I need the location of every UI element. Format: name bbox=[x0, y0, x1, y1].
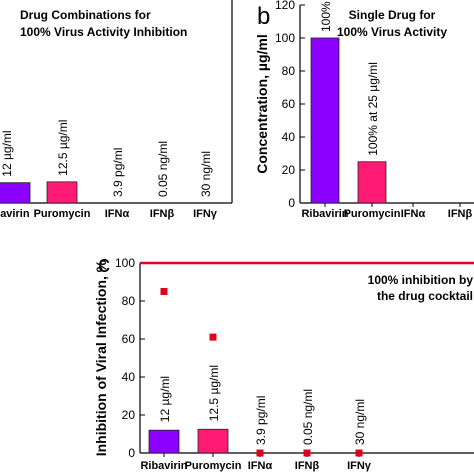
bar-label: 30 ng/ml bbox=[199, 151, 213, 197]
y-tick-label: 120 bbox=[275, 0, 295, 12]
category-label: IFNα bbox=[105, 208, 130, 220]
bar bbox=[148, 429, 180, 454]
data-marker bbox=[303, 449, 311, 457]
y-tick-label: 0 bbox=[128, 446, 135, 460]
panel-letter: c bbox=[98, 251, 110, 278]
category-label: IFNα bbox=[401, 208, 426, 220]
category-label: Puromycin bbox=[34, 208, 91, 220]
data-marker bbox=[209, 333, 217, 341]
bar-label: 30 ng/ml bbox=[353, 399, 367, 445]
annotation-line: Drug Combinations for bbox=[20, 8, 151, 22]
y-axis-title: Inhibition of Viral Infection, % bbox=[93, 259, 109, 456]
y-tick-label: 40 bbox=[282, 130, 296, 144]
category-label: IFNα bbox=[248, 460, 273, 472]
y-tick-label: 60 bbox=[122, 332, 136, 346]
annotation-line: 100% Virus Activity Inhibition bbox=[20, 25, 187, 39]
bar-label: 3.9 pg/ml bbox=[111, 148, 125, 197]
bar-label: 100% at 25 µg/ml bbox=[366, 62, 380, 156]
category-label: Ribavirin bbox=[0, 208, 30, 220]
annotation-line: 100% inhibition by bbox=[368, 273, 474, 287]
bar-label: 12.5 µg/ml bbox=[56, 120, 70, 176]
y-axis-title: Concentration, µg/ml bbox=[254, 34, 270, 174]
bar bbox=[357, 161, 387, 204]
annotation-line: Single Drug for bbox=[349, 8, 436, 22]
bar-label: 100% at 100 µg/ml bbox=[319, 0, 333, 32]
y-tick-label: 100 bbox=[115, 256, 135, 270]
bar-label: 12 µg/ml bbox=[158, 376, 172, 422]
category-label: Puromycin bbox=[344, 208, 401, 220]
y-tick-label: 60 bbox=[282, 97, 296, 111]
annotation-line: 100% Virus Activity bbox=[337, 25, 447, 39]
bar-label: 0.05 ng/ml bbox=[156, 141, 170, 197]
bar-label: 12 µg/ml bbox=[0, 130, 14, 176]
category-label: Puromycin bbox=[185, 460, 242, 472]
y-tick-label: 80 bbox=[282, 64, 296, 78]
chart-panel-2: 0 20 40 60 80 100 120 Concentration, µg/ml 100% … bbox=[254, 0, 474, 220]
chart-panel-1: 12 µg/ml Ribavirin 12.5 µg/ml Puromycin 3.9 … bbox=[0, 0, 233, 220]
bar bbox=[46, 181, 78, 204]
category-label: IFNβ bbox=[150, 208, 175, 220]
bar-label: 12.5 µg/ml bbox=[207, 365, 221, 421]
y-tick-label: 20 bbox=[122, 408, 136, 422]
data-marker bbox=[160, 288, 168, 295]
category-label: Ribavirin bbox=[140, 460, 187, 472]
category-label: IFNγ bbox=[193, 208, 218, 220]
data-marker bbox=[355, 449, 363, 457]
annotation-line: the drug cocktail bbox=[377, 289, 473, 303]
y-tick-label: 20 bbox=[282, 163, 296, 177]
category-label: Ribavirin bbox=[301, 208, 348, 220]
category-label: IFNβ bbox=[295, 460, 320, 472]
bar bbox=[0, 182, 31, 204]
bar bbox=[310, 37, 340, 204]
category-label: IFNγ bbox=[347, 460, 372, 472]
data-marker bbox=[256, 449, 264, 457]
y-tick-label: 80 bbox=[122, 294, 136, 308]
bar-label: 3.9 pg/ml bbox=[254, 396, 268, 445]
panel-letter: b bbox=[257, 3, 270, 30]
y-tick-label: 40 bbox=[122, 370, 136, 384]
bar bbox=[197, 428, 229, 454]
chart-panel-3: 0 20 40 60 80 100 Inhibition of Viral Infectio… bbox=[93, 251, 474, 472]
y-tick-label: 0 bbox=[288, 196, 295, 210]
y-tick-label: 100 bbox=[275, 31, 295, 45]
category-label: IFNβ bbox=[448, 208, 473, 220]
bar-label: 0.05 ng/ml bbox=[301, 389, 315, 445]
